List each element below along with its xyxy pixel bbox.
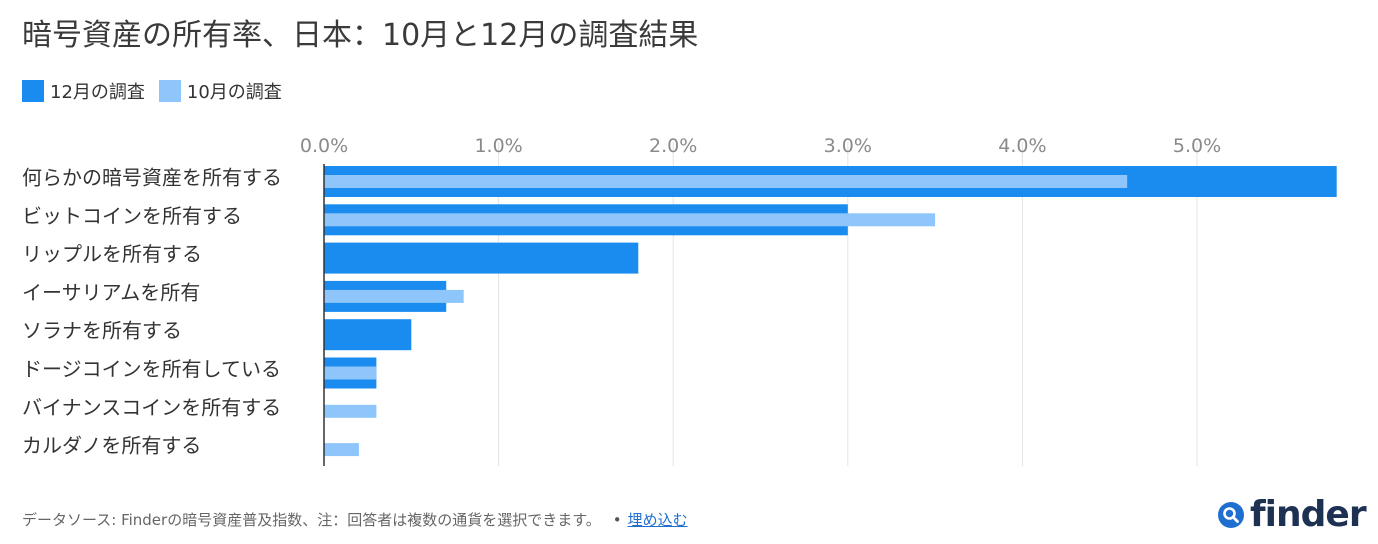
- finder-logo-icon: [1218, 501, 1244, 528]
- category-label: バイナンスコインを所有する: [22, 395, 281, 419]
- category-label: ビットコインを所有する: [22, 204, 242, 228]
- x-tick-label: 1.0%: [474, 135, 522, 157]
- legend-label-dec: 12月の調査: [50, 82, 145, 103]
- source-note: データソース: Finderの暗号資産普及指数、注：回答者は複数の通貨を選択でき…: [22, 511, 601, 529]
- bar-oct: [324, 289, 464, 303]
- bar-oct: [324, 175, 1128, 188]
- finder-logo[interactable]: finder: [1216, 494, 1367, 535]
- bar-oct: [324, 213, 936, 227]
- bar-dec: [324, 319, 412, 351]
- category-label: カルダノを所有する: [22, 434, 201, 458]
- x-tick-label: 3.0%: [824, 135, 872, 157]
- category-label: イーサリアムを所有: [22, 280, 200, 304]
- category-label: リップルを所有する: [22, 242, 202, 266]
- footer-bullet: •: [612, 510, 622, 529]
- x-tick-label: 4.0%: [998, 135, 1046, 157]
- bar-oct: [324, 443, 359, 457]
- category-label: 何らかの暗号資産を所有する: [22, 166, 282, 190]
- chart-title: 暗号資産の所有率、日本：10月と12月の調査結果: [22, 18, 699, 53]
- legend-item-oct: 10月の調査: [158, 78, 282, 104]
- legend-swatch-dec: [22, 80, 44, 102]
- logo-text: finder: [1250, 494, 1367, 535]
- footer: データソース: Finderの暗号資産普及指数、注：回答者は複数の通貨を選択でき…: [22, 509, 688, 530]
- category-label: ドージコインを所有している: [22, 357, 281, 381]
- bar-dec: [324, 242, 639, 274]
- x-tick-label: 0.0%: [300, 135, 348, 157]
- legend: 12月の調査 10月の調査: [22, 78, 282, 104]
- legend-swatch-oct: [158, 80, 181, 102]
- legend-item-dec: 12月の調査: [22, 78, 145, 104]
- x-tick-label: 2.0%: [649, 135, 697, 157]
- legend-label-oct: 10月の調査: [186, 82, 282, 103]
- bar-oct: [324, 366, 377, 380]
- x-tick-label: 5.0%: [1173, 135, 1221, 157]
- category-label: ソラナを所有する: [22, 319, 182, 343]
- embed-link[interactable]: 埋め込む: [627, 511, 688, 529]
- bar-oct: [324, 404, 377, 418]
